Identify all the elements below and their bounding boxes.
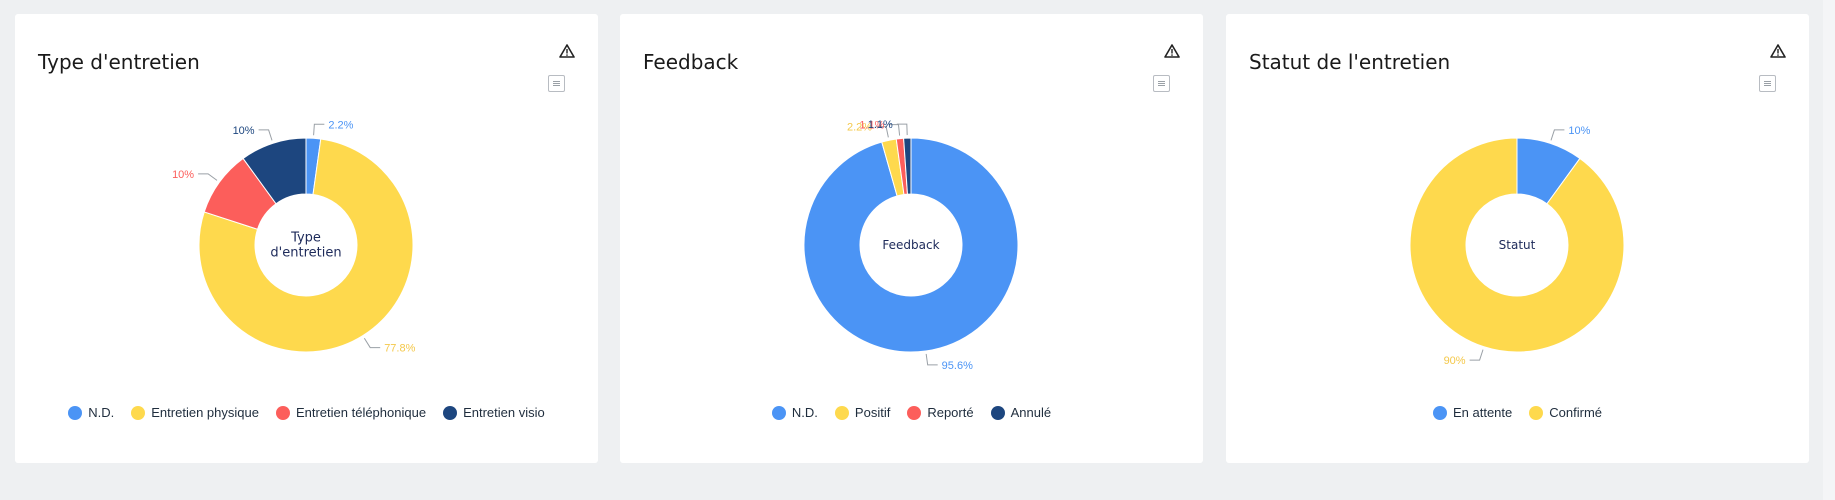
data-label-connector [876,126,889,138]
card-statut-entretien: Statut de l'entretien 10% 90% Statut En at… [1226,14,1809,463]
card-title: Feedback [643,50,739,74]
card-feedback: Feedback 95.6% 2.2% 1.1% 1.1% Feedback N.D. P… [620,14,1203,463]
legend-marker [771,405,786,420]
data-label: 77.8% [384,343,415,355]
legend-marker [443,405,458,420]
legend-label: Entretien visio [463,405,545,420]
warning-icon[interactable] [559,43,575,59]
donut-slice[interactable] [242,137,307,205]
data-label-connector [1550,129,1565,141]
warning-icon[interactable] [1770,43,1786,59]
legend-label: Entretien téléphonique [295,405,427,420]
donut-slice[interactable] [198,138,414,353]
data-label: 90% [1444,355,1466,367]
data-label: 1.1% [868,119,893,131]
legend-item[interactable]: En attente [1432,405,1513,420]
legend-item[interactable]: N.D. [771,405,818,420]
data-label: 1.1% [859,120,884,132]
menu-icon[interactable] [1759,75,1776,92]
legend-marker [990,405,1005,420]
legend-label: Reporté [927,405,974,420]
legend-item[interactable]: Positif [834,405,891,420]
data-label-connector [363,337,381,349]
legend-item[interactable]: Entretien physique [131,405,259,420]
card-type-entretien: Type d'entretien 2.2% 77.8% 10% 10% Type d'en… [15,14,598,463]
donut-chart: 10% 90% Statut [1409,125,1625,367]
card-title: Statut de l'entretien [1249,50,1451,74]
data-label-connector [313,123,325,136]
donut-chart: 95.6% 2.2%1.1%1.1% Feedback [803,119,1019,372]
data-label-connector [896,123,908,136]
data-label: 2.2% [328,119,353,131]
data-label-connector [888,124,901,136]
chart-legend: N.D. Positif Reporté Annulé [620,405,1203,420]
legend-item[interactable]: Annulé [990,405,1052,420]
legend-item[interactable]: N.D. [68,405,114,420]
legend-label: Entretien physique [151,405,259,420]
center-label: Feedback [882,238,939,252]
data-label: 2.2% [847,122,872,134]
legend-label: Annulé [1010,405,1052,420]
legend-marker [131,405,146,420]
page-scrollbar[interactable] [1823,0,1835,500]
legend-marker [1529,405,1544,420]
data-label-connector [258,129,273,141]
data-label-connector [1469,349,1484,361]
legend-label: N.D. [791,405,818,420]
menu-icon[interactable] [1153,75,1170,92]
chart-legend: En attente Confirmé [1226,405,1809,420]
data-label-connector [198,173,218,181]
data-label: 95.6% [942,360,973,372]
data-label-connector [925,353,938,366]
menu-icon[interactable] [548,75,565,92]
center-label: d'entretien [270,246,341,261]
center-label: Type [290,231,321,246]
legend-marker [834,405,849,420]
legend-item[interactable]: Reporté [907,405,974,420]
donut-slice[interactable] [1409,137,1625,353]
data-label: 10% [233,125,255,137]
legend-marker [68,405,83,420]
legend-item[interactable]: Entretien téléphonique [275,405,427,420]
chart-legend: N.D. Entretien physique Entretien téléphon… [15,405,598,420]
data-label: 10% [172,169,194,181]
legend-item[interactable]: Entretien visio [443,405,545,420]
data-label: 10% [1568,125,1590,137]
legend-label: Positif [854,405,891,420]
card-title: Type d'entretien [38,50,200,74]
center-label: Statut [1499,238,1536,252]
warning-icon[interactable] [1164,43,1180,59]
legend-label: N.D. [88,405,115,420]
legend-marker [1432,405,1447,420]
legend-label: Confirmé [1549,405,1603,420]
donut-slice[interactable] [803,137,1019,353]
legend-label: En attente [1452,405,1513,420]
legend-marker [275,405,290,420]
legend-marker [907,405,922,420]
legend-item[interactable]: Confirmé [1529,405,1602,420]
donut-slice[interactable] [903,137,912,195]
